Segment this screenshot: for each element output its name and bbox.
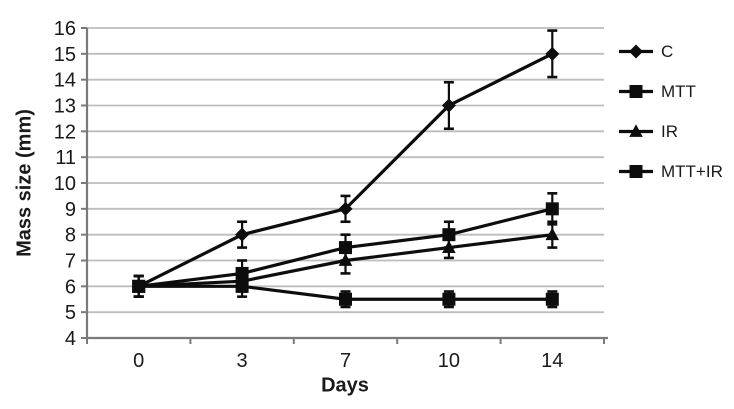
diamond-marker [441,98,456,113]
y-tick-label: 16 [54,18,76,40]
square-icon [619,85,653,98]
square-marker [545,292,559,306]
x-axis-title: Days [321,374,369,397]
legend-item-MTT: MTT [618,81,723,102]
legend: C MTT IR MTT+IR [618,41,723,182]
y-tick-label: 7 [65,251,76,273]
triangle-icon [619,124,653,137]
square-marker [235,279,249,293]
diamond-marker [338,201,353,216]
x-tick-label: 10 [438,350,460,372]
x-tick-label: 0 [133,350,144,372]
diamond-marker [545,46,560,61]
legend-label: C [661,42,674,61]
legend-label: MTT+IR [661,162,723,181]
triangle-marker [545,227,560,241]
triangle-marker-icon [629,124,643,137]
square-marker [132,279,146,293]
y-tick-label: 12 [54,121,76,143]
y-tick-label: 9 [65,199,76,221]
x-tick-label: 3 [237,350,248,372]
legend-label: MTT [661,82,696,101]
triangle-marker [338,253,353,266]
x-tick-label: 7 [340,350,351,372]
y-tick-label: 8 [65,225,76,247]
y-tick-label: 11 [55,147,76,169]
y-tick-label: 14 [54,70,76,92]
square-marker [339,292,352,306]
square-marker [545,202,559,216]
y-tick-label: 4 [65,328,76,350]
y-tick-label: 15 [54,44,76,66]
legend-item-C: C [618,41,723,62]
square-icon [619,165,653,178]
diamond-icon [619,44,653,59]
diamond-marker [235,227,250,242]
legend-item-MTT+IR: MTT+IR [618,161,723,182]
y-tick-label: 5 [65,302,76,324]
square-marker-icon [629,165,643,178]
square-marker-icon [629,85,643,98]
legend-label: IR [661,122,678,141]
legend-item-IR: IR [618,121,723,142]
y-tick-label: 10 [54,173,76,195]
triangle-marker [442,240,456,253]
y-axis-title: Mass size (mm) [13,109,36,257]
diamond-marker-icon [629,44,643,59]
y-tick-label: 6 [65,276,76,298]
series-MTT+IR [132,274,559,309]
square-marker [442,292,456,306]
y-tick-label: 13 [54,96,76,118]
x-tick-label: 14 [541,350,563,372]
